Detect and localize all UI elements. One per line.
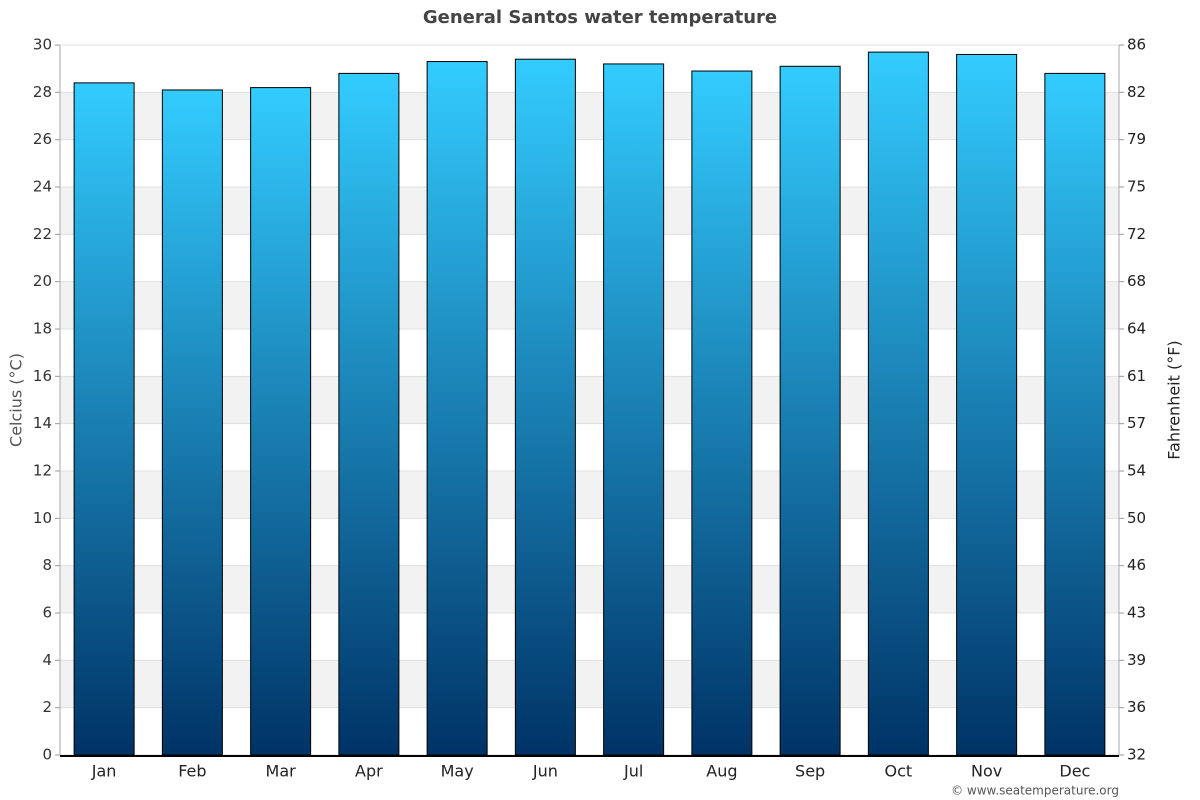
grid-band: [60, 565, 1119, 613]
y-tick-label: 10: [33, 509, 52, 527]
bar: [691, 70, 753, 756]
y-tick-label: 16: [33, 367, 52, 385]
y2-axis-label: Fahrenheit (°F): [1165, 340, 1184, 459]
y2-tick-label: 75: [1127, 178, 1146, 196]
bar: [161, 89, 223, 756]
grid-band: [60, 471, 1119, 519]
y-tick-label: 0: [42, 746, 52, 764]
x-tick-label: Jan: [91, 762, 117, 781]
y-axis-label: Celcius (°C): [7, 353, 26, 447]
grid-band: [60, 660, 1119, 708]
y-tick-label: 2: [42, 698, 52, 716]
x-tick-label: Apr: [355, 762, 383, 781]
y-tick-label: 4: [42, 651, 52, 669]
y2-tick-label: 61: [1127, 367, 1146, 385]
y2-tick-label: 86: [1127, 36, 1146, 54]
y-tick-label: 22: [33, 225, 52, 243]
y-tick-label: 26: [33, 130, 52, 148]
grid-band: [60, 92, 1119, 140]
x-tick-label: Mar: [266, 762, 297, 781]
y-tick-label: 12: [33, 462, 52, 480]
y-tick-label: 8: [42, 556, 52, 574]
y2-tick-label: 57: [1127, 414, 1146, 432]
y-tick-label: 14: [33, 414, 52, 432]
bar: [603, 63, 665, 756]
bar: [338, 72, 400, 756]
x-tick-label: Feb: [178, 762, 206, 781]
bar: [1044, 72, 1106, 756]
y2-tick-label: 72: [1127, 225, 1146, 243]
y2-tick-label: 36: [1127, 698, 1146, 716]
x-tick-label: May: [441, 762, 474, 781]
x-tick-label: Sep: [795, 762, 825, 781]
y2-tick-label: 82: [1127, 83, 1146, 101]
y-tick-label: 20: [33, 272, 52, 290]
y2-tick-label: 54: [1127, 462, 1146, 480]
x-tick-label: Nov: [971, 762, 1002, 781]
y2-tick-label: 68: [1127, 272, 1146, 290]
bar: [250, 87, 312, 756]
y2-tick-label: 50: [1127, 509, 1146, 527]
bar: [426, 61, 488, 756]
y2-tick-label: 43: [1127, 604, 1146, 622]
grid-band: [60, 376, 1119, 424]
y-tick-label: 28: [33, 83, 52, 101]
bar: [73, 82, 135, 756]
y2-tick-label: 32: [1127, 746, 1146, 764]
y-tick-label: 30: [33, 36, 52, 54]
y2-tick-label: 64: [1127, 320, 1146, 338]
y2-tick-label: 39: [1127, 651, 1146, 669]
bar: [956, 53, 1018, 756]
x-tick-label: Dec: [1059, 762, 1090, 781]
credit: © www.seatemperature.org: [951, 784, 1119, 798]
chart-title: General Santos water temperature: [423, 7, 777, 28]
bar: [514, 58, 576, 756]
y-tick-label: 6: [42, 604, 52, 622]
x-tick-label: Oct: [885, 762, 913, 781]
y-tick-label: 24: [33, 178, 52, 196]
x-tick-label: Aug: [706, 762, 737, 781]
y2-tick-label: 46: [1127, 556, 1146, 574]
bar: [867, 51, 929, 756]
x-tick-label: Jul: [623, 762, 643, 781]
y2-tick-label: 79: [1127, 130, 1146, 148]
grid-band: [60, 187, 1119, 235]
grid-band: [60, 281, 1119, 329]
y-tick-label: 18: [33, 320, 52, 338]
bar: [779, 65, 841, 756]
x-tick-label: Jun: [532, 762, 558, 781]
